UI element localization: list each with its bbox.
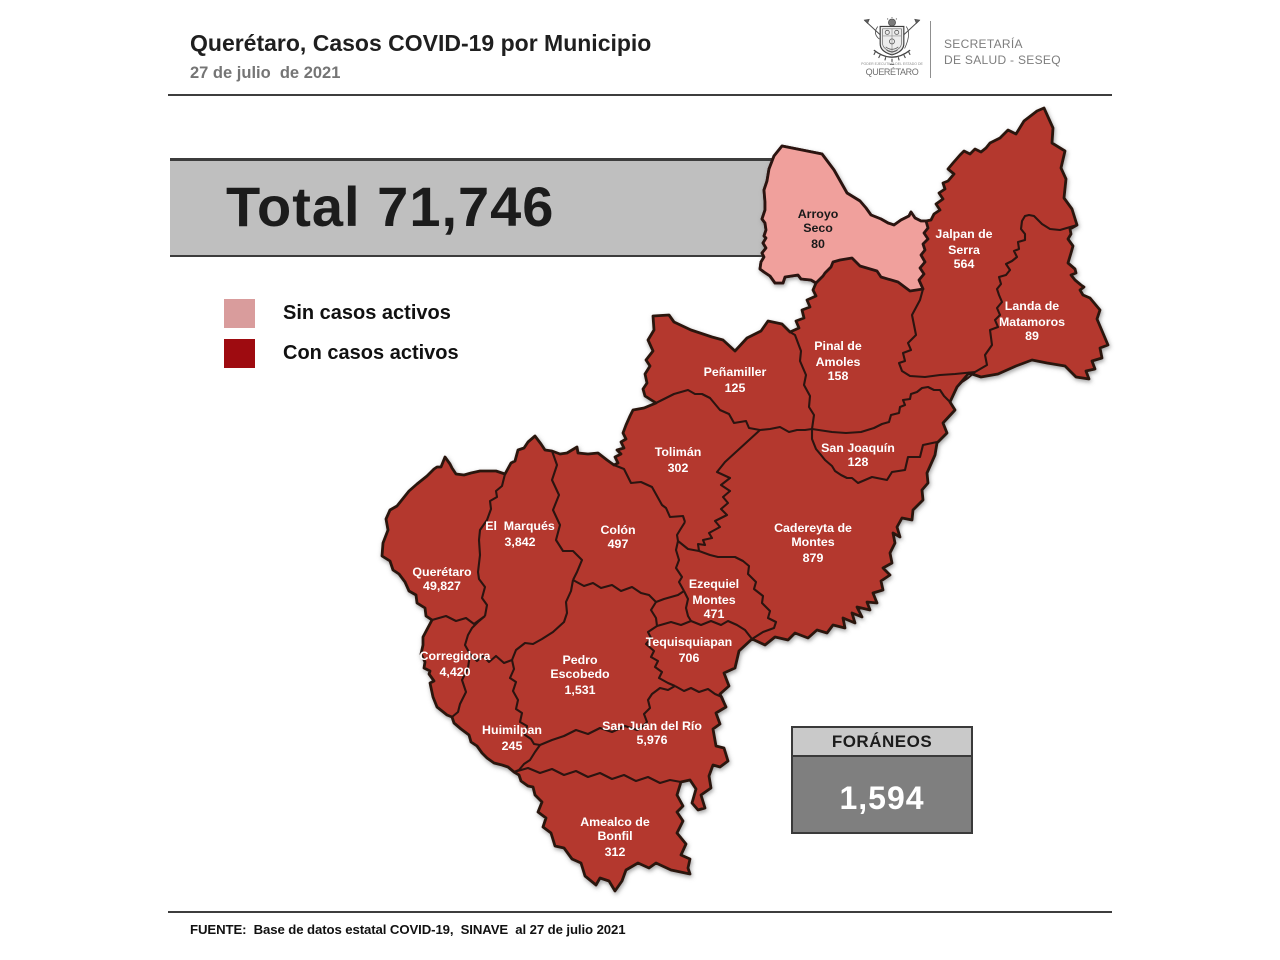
svg-text:497: 497: [608, 537, 629, 551]
svg-text:Montes: Montes: [791, 535, 834, 549]
svg-text:3,842: 3,842: [504, 535, 535, 549]
svg-text:Matamoros: Matamoros: [999, 315, 1065, 329]
svg-text:Tequisquiapan: Tequisquiapan: [646, 635, 733, 649]
svg-text:Ezequiel: Ezequiel: [689, 577, 739, 591]
svg-text:Serra: Serra: [948, 243, 980, 257]
svg-text:Pedro: Pedro: [562, 653, 598, 667]
svg-text:125: 125: [725, 381, 746, 395]
svg-text:El Marqués: El Marqués: [485, 519, 555, 533]
svg-text:89: 89: [1025, 329, 1039, 343]
svg-text:128: 128: [848, 455, 869, 469]
svg-text:Colón: Colón: [600, 523, 635, 537]
svg-text:4,420: 4,420: [439, 665, 470, 679]
svg-text:879: 879: [803, 551, 824, 565]
svg-text:San Joaquín: San Joaquín: [821, 441, 895, 455]
svg-text:Montes: Montes: [692, 593, 735, 607]
svg-text:Querétaro: Querétaro: [412, 565, 472, 579]
svg-text:San Juan del Río: San Juan del Río: [602, 719, 702, 733]
svg-text:564: 564: [954, 257, 975, 271]
svg-text:Landa de: Landa de: [1005, 299, 1059, 313]
svg-text:Escobedo: Escobedo: [550, 667, 610, 681]
svg-text:5,976: 5,976: [636, 733, 667, 747]
svg-text:471: 471: [704, 607, 725, 621]
svg-text:Amealco de: Amealco de: [580, 815, 650, 829]
svg-text:158: 158: [828, 369, 849, 383]
svg-text:80: 80: [811, 237, 825, 251]
svg-text:Arroyo: Arroyo: [798, 207, 839, 221]
svg-text:Huimilpan: Huimilpan: [482, 723, 542, 737]
svg-text:Corregidora: Corregidora: [420, 649, 491, 663]
svg-text:312: 312: [605, 845, 626, 859]
svg-text:Amoles: Amoles: [816, 355, 861, 369]
svg-text:49,827: 49,827: [423, 579, 461, 593]
svg-text:1,531: 1,531: [564, 683, 595, 697]
svg-text:Peñamiller: Peñamiller: [704, 365, 767, 379]
svg-text:706: 706: [679, 651, 700, 665]
svg-text:Cadereyta de: Cadereyta de: [774, 521, 852, 535]
svg-text:Tolimán: Tolimán: [655, 445, 702, 459]
svg-text:245: 245: [502, 739, 523, 753]
svg-text:Bonfil: Bonfil: [597, 829, 632, 843]
svg-text:Pinal de: Pinal de: [814, 339, 862, 353]
svg-text:Jalpan de: Jalpan de: [935, 227, 992, 241]
svg-text:Seco: Seco: [803, 221, 833, 235]
svg-text:302: 302: [668, 461, 689, 475]
